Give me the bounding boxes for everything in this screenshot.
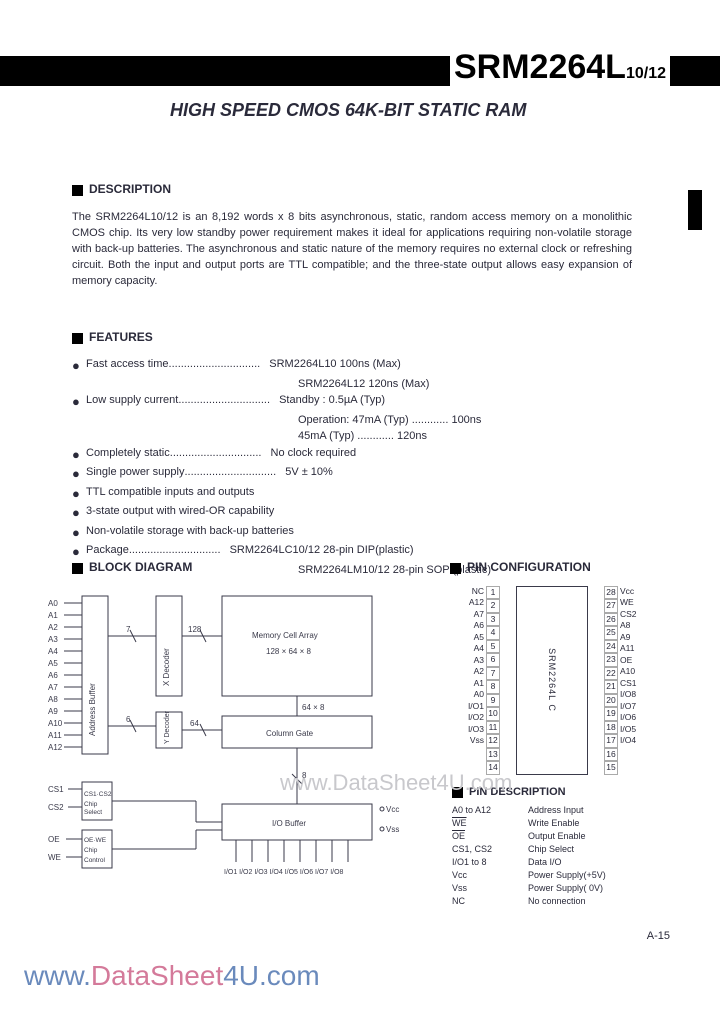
pin-config-heading: PIN CONFIGURATION: [450, 560, 591, 574]
svg-text:A3: A3: [48, 635, 58, 644]
page-subtitle: HIGH SPEED CMOS 64K-BIT STATIC RAM: [170, 100, 526, 121]
feature-item: Operation: 47mA (Typ) ............ 100ns: [72, 412, 632, 429]
square-bullet-icon: [72, 333, 83, 344]
svg-text:I/O1 I/O2 I/O3 I/O4 I/O5 I/O6: I/O1 I/O2 I/O3 I/O4 I/O5 I/O6 I/O7 I/O8: [224, 869, 344, 876]
pin-description: PIN DESCRIPTION A0 to A12Address InputWE…: [452, 786, 672, 908]
svg-text:X Decoder: X Decoder: [162, 648, 171, 686]
feature-item: 45mA (Typ) ............ 120ns: [72, 428, 632, 445]
square-bullet-icon: [72, 563, 83, 574]
features-title: FEATURES: [89, 330, 153, 344]
part-number-main: SRM2264L: [454, 48, 626, 86]
svg-text:Vss: Vss: [386, 825, 399, 834]
svg-text:A8: A8: [48, 695, 58, 704]
part-number-suffix: 10/12: [626, 65, 666, 82]
svg-text:CS2: CS2: [48, 803, 64, 812]
svg-text:128 × 64 × 8: 128 × 64 × 8: [266, 647, 311, 656]
svg-text:A2: A2: [48, 623, 58, 632]
svg-text:A6: A6: [48, 671, 58, 680]
block-diagram: A0 A1 A2 A3 A4 A5 A6 A7 A8 A9 A10 A11 A12 Addr…: [46, 586, 426, 896]
svg-text:OE: OE: [48, 835, 60, 844]
svg-text:Column Gate: Column Gate: [266, 729, 314, 738]
square-bullet-icon: [450, 563, 461, 574]
pin-desc-row: WEWrite Enable: [452, 817, 672, 830]
pin-desc-row: OEOutput Enable: [452, 830, 672, 843]
feature-item: ●Low supply current ....................…: [72, 392, 632, 412]
part-number: SRM2264L10/12: [450, 48, 670, 87]
svg-text:A10: A10: [48, 719, 63, 728]
description-heading: DESCRIPTION: [72, 182, 171, 196]
watermark: www.DataSheet4U.com: [280, 770, 512, 796]
svg-text:Vcc: Vcc: [386, 805, 399, 814]
svg-text:Address Buffer: Address Buffer: [88, 683, 97, 736]
feature-item: ●Package .............................. …: [72, 542, 632, 562]
side-tab: [688, 190, 702, 230]
svg-text:I/O Buffer: I/O Buffer: [272, 819, 306, 828]
svg-text:128: 128: [188, 625, 202, 634]
svg-text:Select: Select: [84, 809, 102, 816]
block-diagram-heading: BLOCK DIAGRAM: [72, 560, 192, 574]
svg-text:Control: Control: [84, 857, 106, 864]
svg-text:OE·WE: OE·WE: [84, 837, 107, 844]
pin-desc-row: I/O1 to 8Data I/O: [452, 856, 672, 869]
feature-item: ●Completely static .....................…: [72, 445, 632, 465]
svg-text:WE: WE: [48, 853, 61, 862]
svg-text:Y Decoder: Y Decoder: [164, 710, 171, 744]
svg-text:A12: A12: [48, 743, 63, 752]
svg-text:A5: A5: [48, 659, 58, 668]
svg-text:A4: A4: [48, 647, 58, 656]
watermark-footer: www.DataSheet4U.com: [24, 960, 320, 992]
feature-item: ●Non-volatile storage with back-up batte…: [72, 523, 632, 543]
svg-text:CS1·CS2: CS1·CS2: [84, 791, 112, 798]
svg-text:64 × 8: 64 × 8: [302, 703, 325, 712]
block-diagram-title: BLOCK DIAGRAM: [89, 560, 192, 574]
svg-text:Chip: Chip: [84, 847, 98, 854]
features-heading: FEATURES: [72, 330, 153, 344]
svg-text:A9: A9: [48, 707, 58, 716]
description-title: DESCRIPTION: [89, 182, 171, 196]
feature-item: SRM2264L12 120ns (Max): [72, 376, 632, 393]
svg-text:A0: A0: [48, 599, 58, 608]
svg-text:6: 6: [126, 715, 131, 724]
pin-desc-row: NCNo connection: [452, 895, 672, 908]
svg-text:CS1: CS1: [48, 785, 64, 794]
pin-desc-row: VssPower Supply( 0V): [452, 882, 672, 895]
svg-text:Memory Cell Array: Memory Cell Array: [252, 631, 318, 640]
address-labels: A0 A1 A2 A3 A4 A5 A6 A7 A8 A9 A10 A11 A12: [48, 599, 63, 752]
svg-text:Chip: Chip: [84, 801, 98, 808]
square-bullet-icon: [72, 185, 83, 196]
pin-config-title: PIN CONFIGURATION: [467, 560, 591, 574]
svg-text:A7: A7: [48, 683, 58, 692]
feature-item: ●TTL compatible inputs and outputs: [72, 484, 632, 504]
svg-text:A1: A1: [48, 611, 58, 620]
description-body: The SRM2264L10/12 is an 8,192 words x 8 …: [72, 210, 632, 290]
svg-text:A11: A11: [48, 731, 62, 740]
svg-text:7: 7: [126, 625, 131, 634]
feature-item: ●Single power supply ...................…: [72, 464, 632, 484]
pin-desc-row: CS1, CS2Chip Select: [452, 843, 672, 856]
pin-desc-row: A0 to A12Address Input: [452, 804, 672, 817]
pin-configuration: NCA12A7A6A5A4A3A2A1A0I/O1I/O2I/O3Vss1234…: [452, 586, 652, 775]
feature-item: ●Fast access time ......................…: [72, 356, 632, 376]
pin-desc-row: VccPower Supply(+5V): [452, 869, 672, 882]
feature-item: ●3-state output with wired-OR capability: [72, 503, 632, 523]
page-number: A-15: [647, 930, 670, 942]
features-list: ●Fast access time ......................…: [72, 356, 632, 578]
svg-text:64: 64: [190, 719, 199, 728]
